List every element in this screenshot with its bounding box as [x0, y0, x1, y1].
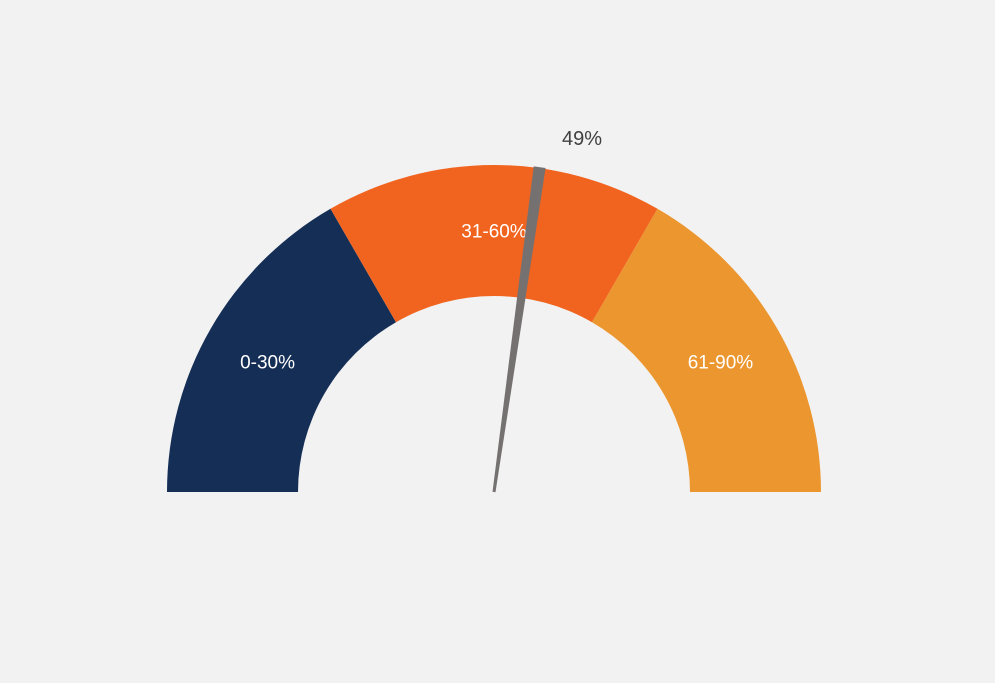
- gauge-segment-label: 61-90%: [688, 352, 754, 373]
- gauge-needle: [492, 166, 546, 493]
- gauge-value-label: 49%: [562, 128, 602, 150]
- gauge-segment-label: 31-60%: [461, 222, 527, 243]
- gauge-segment-labels: 0-30% 31-60% 61-90%: [240, 222, 753, 374]
- gauge-segment-3: [592, 208, 821, 492]
- gauge-segment-1: [167, 208, 396, 492]
- gauge-segment-2: [330, 165, 658, 323]
- gauge-segment-label: 0-30%: [240, 352, 295, 373]
- gauge-segments: [167, 165, 821, 492]
